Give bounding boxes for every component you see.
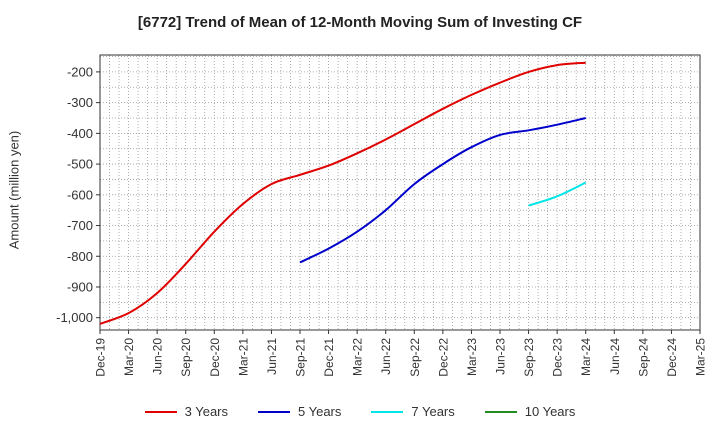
legend-item-5-years: 5 Years [258, 404, 341, 419]
y-tick-label: -700 [67, 218, 93, 233]
legend-swatch [144, 410, 177, 413]
plot-frame [99, 54, 701, 331]
x-tick-label: Mar-23 [465, 338, 479, 376]
x-tick-label: Jun-22 [379, 338, 393, 375]
y-tick-label: -600 [67, 187, 93, 202]
legend-item-10-years: 10 Years [484, 404, 576, 419]
x-tick-label: Dec-21 [322, 338, 336, 377]
series-lines [99, 61, 587, 325]
series-line-3-years [99, 61, 586, 325]
x-tick-label: Sep-20 [179, 338, 193, 377]
x-tick-label: Dec-24 [665, 338, 679, 377]
legend: 3 Years 5 Years 7 Years 10 Years [0, 404, 720, 419]
legend-swatch [484, 410, 517, 413]
y-tick-label: -500 [67, 157, 93, 172]
x-tick-label: Sep-21 [294, 338, 308, 377]
legend-item-3-years: 3 Years [144, 404, 228, 419]
x-tick-label: Jun-23 [494, 338, 508, 375]
legend-label: 7 Years [411, 404, 455, 419]
x-tick-label: Sep-24 [636, 338, 650, 377]
legend-swatch [371, 410, 404, 413]
series-line-5-years [299, 117, 586, 264]
x-tick-label: Jun-24 [608, 338, 622, 375]
x-tick-label: Mar-20 [122, 338, 136, 376]
y-tick-label: -1,000 [56, 310, 93, 325]
y-tick-label: -400 [67, 126, 93, 141]
chart-title: [6772] Trend of Mean of 12-Month Moving … [137, 14, 583, 31]
grid-lines [100, 55, 700, 330]
x-tick-label: Dec-19 [94, 338, 108, 377]
y-tick-label: -300 [67, 95, 93, 110]
x-tick-label: Dec-20 [208, 338, 222, 377]
x-tick-label: Sep-22 [408, 338, 422, 377]
x-tick-label: Sep-23 [522, 338, 536, 377]
x-tick-label: Jun-21 [265, 338, 279, 375]
x-ticks: Dec-19 Mar-20 Jun-20 Sep-20 Dec-20 Mar-21 Jun-… [94, 330, 708, 377]
y-ticks: -200 -300 -400 -500 -600 -700 -800 -900 -1,000 [56, 64, 100, 325]
y-tick-label: -900 [67, 279, 93, 294]
x-tick-label: Mar-25 [694, 338, 708, 376]
series-line-7-years [528, 181, 587, 207]
x-tick-label: Mar-21 [236, 338, 250, 376]
legend-label: 5 Years [298, 404, 342, 419]
x-tick-label: Mar-22 [351, 338, 365, 376]
legend-swatch [258, 410, 290, 413]
x-tick-label: Jun-20 [151, 338, 165, 375]
legend-label: 3 Years [184, 404, 228, 419]
legend-item-7-years: 7 Years [371, 404, 455, 419]
legend-label: 10 Years [524, 404, 576, 419]
x-tick-label: Dec-22 [436, 338, 450, 377]
y-tick-label: -800 [67, 249, 93, 264]
x-tick-label: Dec-23 [551, 338, 565, 377]
x-tick-label: Mar-24 [579, 338, 593, 376]
y-tick-label: -200 [67, 64, 93, 79]
